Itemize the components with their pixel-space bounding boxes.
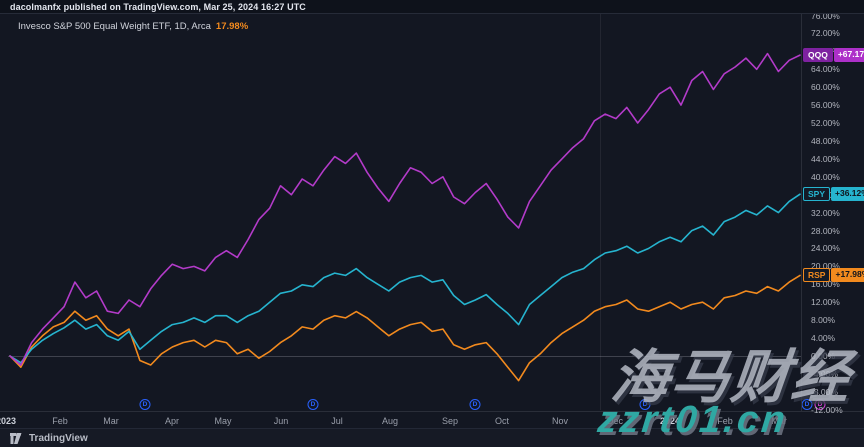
value-chip: +36.12%: [831, 187, 864, 202]
ticker-chip: SPY: [803, 187, 831, 202]
price-tick-label: 40.00%: [811, 171, 840, 182]
series-line-rsp[interactable]: [9, 274, 801, 382]
price-tick-label: 0.00%: [811, 351, 836, 361]
time-axis-month-label: Mar: [771, 416, 787, 426]
time-axis-month-label: May: [214, 416, 232, 426]
legend-change-value: 17.98%: [215, 21, 249, 32]
price-tick-label: 8.00%: [811, 315, 836, 326]
time-axis-month-label: Dec: [606, 416, 624, 426]
price-tick-label: 52.00%: [811, 118, 840, 129]
ticker-chip: QQQ: [803, 48, 833, 63]
price-tick-label: 16.00%: [811, 279, 840, 290]
time-axis-month-label: Jun: [273, 416, 289, 426]
time-axis-year-label: 2023: [0, 416, 17, 426]
time-axis-month-label: Mar: [103, 416, 119, 426]
price-tick-label: -12.00%: [811, 404, 843, 415]
price-tick-label: 44.00%: [811, 153, 840, 164]
ticker-chip: RSP: [803, 268, 831, 283]
time-axis-month-label: Feb: [52, 416, 68, 426]
time-axis-month-label: Aug: [381, 416, 399, 426]
time-axis-month-label: Jul: [331, 416, 343, 426]
series-price-label-rsp: RSP+17.98%: [803, 268, 864, 283]
time-axis-month-label: Nov: [551, 416, 569, 426]
legend-row[interactable]: Invesco S&P 500 Equal Weight ETF, 1D, Ar…: [18, 21, 248, 32]
price-tick-label: -8.00%: [811, 386, 838, 397]
dividend-marker-icon[interactable]: D: [307, 399, 319, 410]
price-tick-label: 72.00%: [811, 28, 840, 39]
time-axis[interactable]: 2023 Feb Mar Apr May Jun Jul Aug Sep Oct Nov Dec 202…: [0, 411, 864, 428]
price-axis[interactable]: 76.00%72.00%68.00%64.00%60.00%56.00%52.0…: [802, 10, 864, 415]
vertical-gridline: [600, 14, 601, 410]
series-line-qqq[interactable]: [9, 52, 801, 366]
price-tick-label: 48.00%: [811, 135, 840, 146]
price-tick-label: -4.00%: [811, 368, 838, 379]
price-tick-label: 4.00%: [811, 333, 836, 344]
time-axis-month-label: Apr: [164, 416, 180, 426]
value-chip: +67.17%: [833, 48, 864, 63]
dividend-marker-icon[interactable]: D: [639, 399, 651, 410]
price-tick-label: 32.00%: [811, 207, 840, 218]
time-axis-month-label: Sep: [441, 416, 459, 426]
dividend-marker-icon[interactable]: D: [814, 399, 826, 410]
series-line-spy[interactable]: [9, 193, 801, 364]
price-tick-label: 76.00%: [811, 10, 840, 21]
time-axis-month-label: Feb: [717, 416, 733, 426]
footer-bar: TradingView: [0, 428, 864, 447]
zero-percent-gridline: [8, 356, 802, 357]
tradingview-brand-label[interactable]: TradingView: [29, 432, 88, 444]
time-axis-year-label: 2024: [659, 416, 681, 426]
price-tick-label: 12.00%: [811, 297, 840, 308]
price-tick-label: 28.00%: [811, 225, 840, 236]
series-price-label-spy: SPY+36.12%: [803, 187, 864, 202]
price-tick-label: 60.00%: [811, 82, 840, 93]
price-tick-label: 56.00%: [811, 100, 840, 111]
price-tick-label: 24.00%: [811, 243, 840, 254]
price-tick-label: 20.00%: [811, 261, 840, 272]
tradingview-logo-icon[interactable]: [10, 432, 24, 444]
price-tick-label: 64.00%: [811, 64, 840, 75]
price-axis-separator: [801, 14, 802, 411]
time-axis-month-label: Oct: [494, 416, 510, 426]
attribution-bar: dacolmanfx published on TradingView.com,…: [0, 0, 864, 14]
dividend-marker-icon[interactable]: D: [469, 399, 481, 410]
legend-symbol-description: Invesco S&P 500 Equal Weight ETF, 1D, Ar…: [18, 21, 211, 32]
attribution-text: dacolmanfx published on TradingView.com,…: [10, 1, 306, 12]
dividend-marker-icon[interactable]: D: [139, 399, 151, 410]
series-price-label-qqq: QQQ+67.17%: [803, 48, 864, 63]
dividend-marker-icon[interactable]: D: [801, 399, 813, 410]
value-chip: +17.98%: [831, 268, 864, 283]
